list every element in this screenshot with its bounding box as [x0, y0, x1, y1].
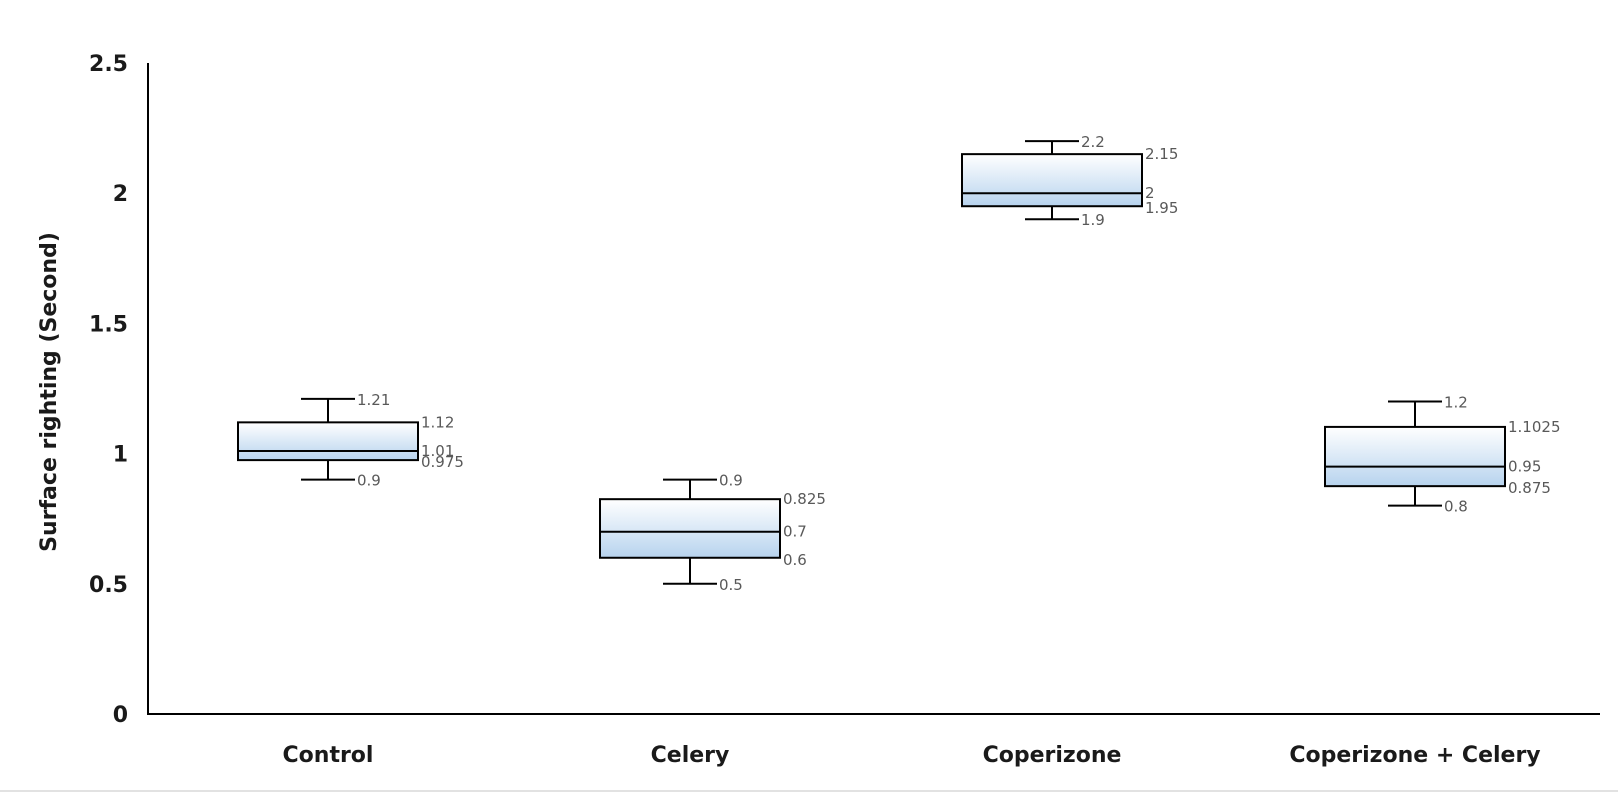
q1-label: 1.95 [1145, 199, 1178, 217]
box-group: 0.9 0.5 0.825 0.7 0.6 [599, 472, 826, 594]
box-group: 1.21 0.9 1.12 1.010.975 [237, 391, 464, 490]
x-category-label: Celery [651, 743, 730, 768]
x-category-label: Coperizone + Celery [1289, 743, 1540, 768]
q3-label: 1.1025 [1508, 418, 1561, 436]
y-tick-label: 1.5 [89, 312, 128, 337]
y-axis-ticks: 0 0.5 1 1.5 2 2.5 [89, 52, 128, 728]
y-tick-label: 2 [113, 182, 128, 207]
y-tick-label: 0 [113, 703, 128, 728]
max-label: 1.2 [1444, 394, 1468, 412]
iqr-box [1324, 425, 1506, 488]
q3-label: 1.12 [421, 413, 454, 431]
max-label: 0.9 [719, 472, 743, 490]
median-label: 2 [1145, 184, 1155, 202]
y-tick-label: 0.5 [89, 573, 128, 598]
iqr-box [237, 421, 419, 462]
box-series: 1.21 0.9 1.12 1.010.975 0.9 0.5 0.825 0.7 0.6 2.2… [237, 133, 1561, 594]
median-label: 0.7 [783, 523, 807, 541]
min-label: 1.9 [1081, 211, 1105, 229]
median-label: 1.01 [421, 442, 454, 460]
median-label: 0.95 [1508, 458, 1541, 476]
max-label: 1.21 [357, 391, 390, 409]
box-group: 1.2 0.8 1.1025 0.95 0.875 [1324, 394, 1561, 516]
min-label: 0.9 [357, 472, 381, 490]
iqr-box [599, 498, 781, 559]
x-category-label: Coperizone [983, 743, 1122, 768]
min-label: 0.5 [719, 576, 743, 594]
q1-label: 0.6 [783, 551, 807, 569]
x-axis-category-labels: Control Celery Coperizone Coperizone + Cele… [283, 743, 1541, 768]
box-group: 2.2 1.9 2.15 21.95 [961, 133, 1178, 229]
q3-label: 0.825 [783, 490, 826, 508]
y-tick-label: 1 [113, 443, 128, 468]
q1-label: 0.975 [421, 453, 464, 471]
min-label: 0.8 [1444, 498, 1468, 516]
x-category-label: Control [283, 743, 374, 768]
q1-label: 0.875 [1508, 479, 1551, 497]
y-axis-title: Surface righting (Second) [37, 232, 62, 552]
iqr-box [961, 153, 1143, 208]
q3-label: 2.15 [1145, 145, 1178, 163]
max-label: 2.2 [1081, 133, 1105, 151]
y-tick-label: 2.5 [89, 52, 128, 77]
